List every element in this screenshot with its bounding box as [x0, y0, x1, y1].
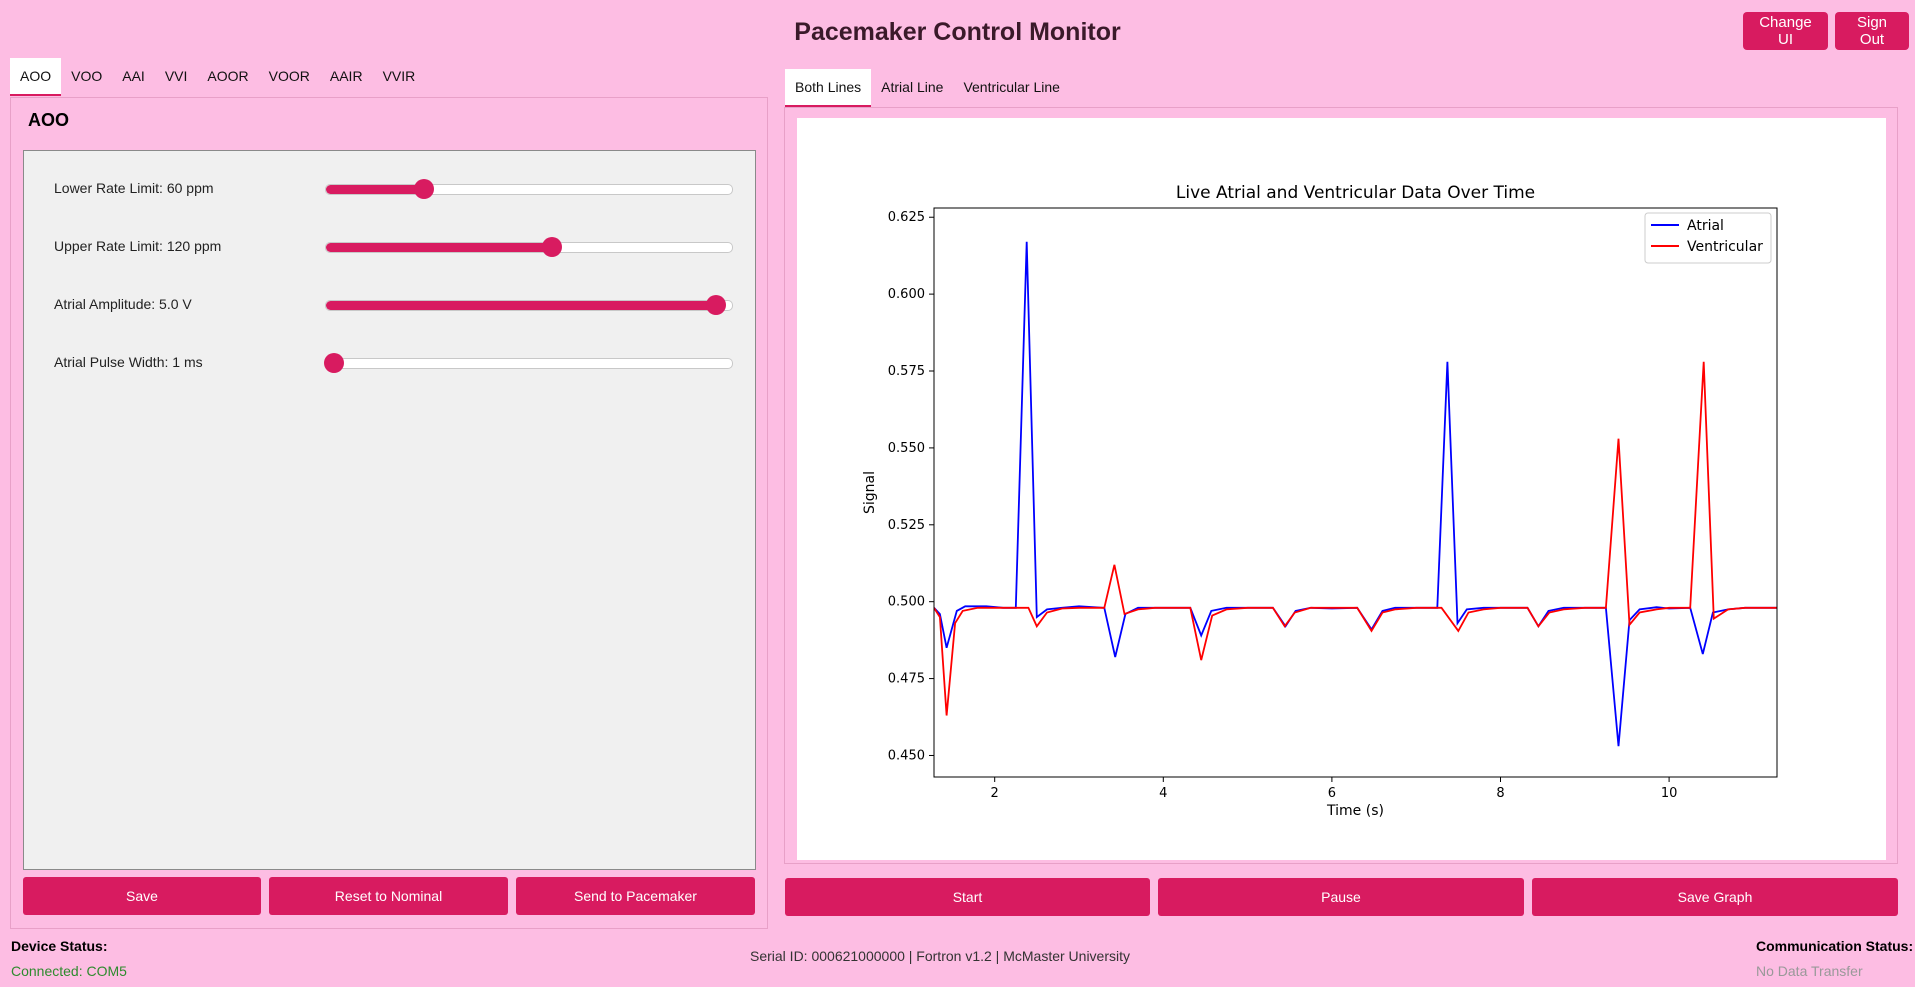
y-tick-label: 0.450 [888, 748, 925, 763]
device-status-value: Connected: COM5 [11, 963, 127, 979]
graph-tabs: Both Lines Atrial Line Ventricular Line [785, 69, 1070, 107]
tab-voo[interactable]: VOO [71, 68, 103, 84]
graph-panel [784, 107, 1898, 864]
legend-label-atrial: Atrial [1687, 218, 1724, 234]
tab-vvir[interactable]: VVIR [382, 68, 416, 84]
y-tick-label: 0.525 [888, 518, 925, 533]
lower-rate-label: Lower Rate Limit: 60 ppm [54, 180, 214, 196]
device-status-label: Device Status: [11, 938, 108, 954]
y-tick-label: 0.625 [888, 210, 925, 225]
save-button[interactable]: Save [23, 877, 261, 915]
slider-thumb[interactable] [542, 237, 563, 257]
slider-thumb[interactable] [413, 179, 434, 199]
slider-thumb[interactable] [706, 295, 727, 315]
y-tick-label: 0.500 [888, 595, 925, 610]
atrial-amplitude-label: Atrial Amplitude: 5.0 V [54, 296, 192, 312]
parameter-box: Lower Rate Limit: 60 ppm Upper Rate Limi… [23, 150, 756, 870]
tab-voor[interactable]: VOOR [268, 68, 310, 84]
tab-ventricular-line[interactable]: Ventricular Line [963, 79, 1060, 95]
y-tick-label: 0.475 [888, 672, 925, 687]
param-row-atrial-amplitude: Atrial Amplitude: 5.0 V [54, 290, 744, 320]
tab-aair[interactable]: AAIR [329, 68, 363, 84]
param-row-upper-rate: Upper Rate Limit: 120 ppm [54, 232, 744, 262]
chart-title: Live Atrial and Ventricular Data Over Ti… [1176, 183, 1535, 203]
x-axis-label: Time (s) [1326, 803, 1384, 819]
tab-aoor[interactable]: AOOR [207, 68, 249, 84]
pause-button[interactable]: Pause [1158, 878, 1524, 916]
tab-both-lines[interactable]: Both Lines [785, 69, 872, 107]
tab-aoo[interactable]: AOO [10, 58, 62, 96]
slider-thumb[interactable] [324, 353, 345, 373]
series-line-atrial [934, 241, 1777, 747]
sign-out-button[interactable]: Sign Out [1835, 12, 1909, 50]
mode-panel [10, 97, 768, 929]
lower-rate-slider[interactable] [325, 179, 733, 199]
plot-area: Live Atrial and Ventricular Data Over Ti… [797, 118, 1886, 860]
footer-text: Serial ID: 000621000000 | Fortron v1.2 |… [750, 948, 1130, 964]
atrial-pulse-width-label: Atrial Pulse Width: 1 ms [54, 354, 203, 370]
start-button[interactable]: Start [785, 878, 1150, 916]
x-tick-label: 2 [991, 786, 999, 801]
param-row-lower-rate: Lower Rate Limit: 60 ppm [54, 174, 744, 204]
save-graph-button[interactable]: Save Graph [1532, 878, 1898, 916]
x-tick-label: 10 [1661, 786, 1678, 801]
reset-to-nominal-button[interactable]: Reset to Nominal [269, 877, 508, 915]
y-axis-label: Signal [862, 471, 878, 514]
x-tick-label: 8 [1496, 786, 1504, 801]
page-title: Pacemaker Control Monitor [794, 18, 1121, 46]
plot-frame [933, 207, 1778, 778]
y-tick-label: 0.575 [888, 364, 925, 379]
upper-rate-slider[interactable] [325, 237, 733, 257]
atrial-amplitude-slider[interactable] [325, 295, 733, 315]
series-line-ventricular [934, 361, 1777, 716]
send-to-pacemaker-button[interactable]: Send to Pacemaker [516, 877, 755, 915]
tab-aai[interactable]: AAI [122, 68, 145, 84]
communication-status-label: Communication Status: [1756, 938, 1914, 954]
x-tick-label: 4 [1159, 786, 1167, 801]
x-tick-label: 6 [1328, 786, 1336, 801]
tab-atrial-line[interactable]: Atrial Line [881, 79, 944, 95]
y-tick-label: 0.600 [888, 287, 925, 302]
y-tick-label: 0.550 [888, 441, 925, 456]
mode-title: AOO [28, 110, 70, 130]
param-row-atrial-pulse-width: Atrial Pulse Width: 1 ms [54, 348, 744, 378]
signal-chart: Live Atrial and Ventricular Data Over Ti… [862, 183, 1778, 819]
legend-label-ventricular: Ventricular [1687, 239, 1763, 255]
mode-tabs: AOO VOO AAI VVI AOOR VOOR AAIR VVIR [10, 58, 425, 96]
change-ui-button[interactable]: Change UI [1743, 12, 1828, 50]
communication-status-value: No Data Transfer [1756, 963, 1863, 979]
upper-rate-label: Upper Rate Limit: 120 ppm [54, 238, 222, 254]
atrial-pulse-width-slider[interactable] [324, 353, 733, 373]
tab-vvi[interactable]: VVI [164, 68, 188, 84]
